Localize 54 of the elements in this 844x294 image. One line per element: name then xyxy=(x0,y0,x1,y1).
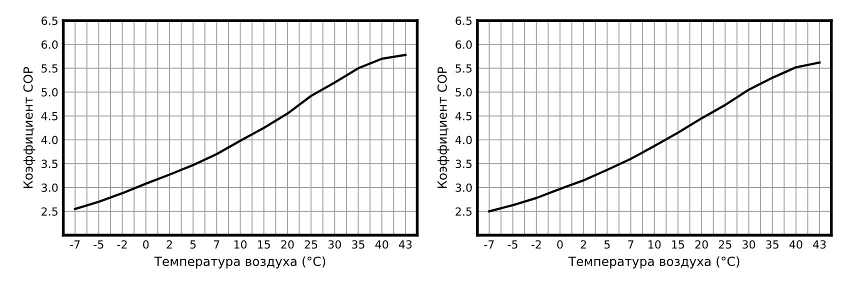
x-tick-label: 43 xyxy=(398,240,412,249)
y-tick-label: 2.5 xyxy=(42,207,58,216)
y-tick-label: 5.0 xyxy=(456,88,472,96)
x-tick-label: 20 xyxy=(695,240,708,249)
x-tick-label: 25 xyxy=(718,240,732,249)
x-tick-label: 40 xyxy=(789,240,802,249)
y-tick-label: 6.5 xyxy=(42,16,58,25)
y-axis-title: Коэффициент COP xyxy=(23,66,36,188)
x-tick-label: 35 xyxy=(352,240,364,249)
y-axis-title: Коэффициент COP xyxy=(437,66,450,188)
x-tick-label: 10 xyxy=(234,240,247,249)
x-tick-label: 30 xyxy=(742,240,756,249)
y-tick-label: 4.0 xyxy=(455,136,472,144)
y-tick-label: 6.0 xyxy=(456,40,472,49)
x-tick-label: 7 xyxy=(628,240,634,249)
x-tick-label: -7 xyxy=(484,240,494,249)
x-tick-label: 2 xyxy=(580,240,586,249)
x-tick-label: 15 xyxy=(672,240,684,249)
y-tick-label: 5.5 xyxy=(456,64,472,73)
y-tick-label: 4.5 xyxy=(455,112,472,120)
x-tick-label: -2 xyxy=(531,240,541,249)
x-tick-label: 5 xyxy=(190,240,196,249)
x-tick-label: 25 xyxy=(304,240,318,249)
y-tick-label: 3.5 xyxy=(42,160,58,168)
y-tick-label: 5.0 xyxy=(42,88,58,96)
x-axis-title: Температура воздуха (°С) xyxy=(568,256,740,268)
y-tick-label: 2.5 xyxy=(456,207,472,216)
x-tick-label: 10 xyxy=(648,240,661,249)
x-tick-label: 0 xyxy=(557,240,563,249)
x-tick-label: 15 xyxy=(258,240,270,249)
x-tick-label: 20 xyxy=(281,240,294,249)
y-tick-label: 3.5 xyxy=(456,160,472,168)
y-tick-label: 4.0 xyxy=(41,136,58,144)
x-tick-label: 40 xyxy=(375,240,388,249)
x-tick-label: 35 xyxy=(766,240,778,249)
line-series xyxy=(488,61,821,212)
x-tick-label: 7 xyxy=(214,240,220,249)
y-tick-label: 3.0 xyxy=(42,183,58,192)
y-tick-label: 6.5 xyxy=(456,16,472,25)
x-tick-label: -5 xyxy=(94,240,104,249)
y-tick-label: 3.0 xyxy=(456,183,472,192)
x-tick-label: 43 xyxy=(813,240,826,249)
x-tick-label: -7 xyxy=(70,240,80,249)
y-tick-label: 6.0 xyxy=(42,40,58,49)
x-tick-label: 5 xyxy=(604,240,610,249)
y-tick-label: 5.5 xyxy=(42,64,58,73)
x-axis-title: Температура воздуха (°С) xyxy=(154,256,326,268)
y-tick-label: 4.5 xyxy=(41,112,58,120)
x-tick-label: 0 xyxy=(143,240,149,249)
x-tick-label: 2 xyxy=(166,240,172,249)
x-tick-label: -5 xyxy=(508,240,518,249)
x-tick-label: 30 xyxy=(328,240,341,249)
x-tick-label: -2 xyxy=(117,240,127,249)
line-series xyxy=(74,54,407,210)
